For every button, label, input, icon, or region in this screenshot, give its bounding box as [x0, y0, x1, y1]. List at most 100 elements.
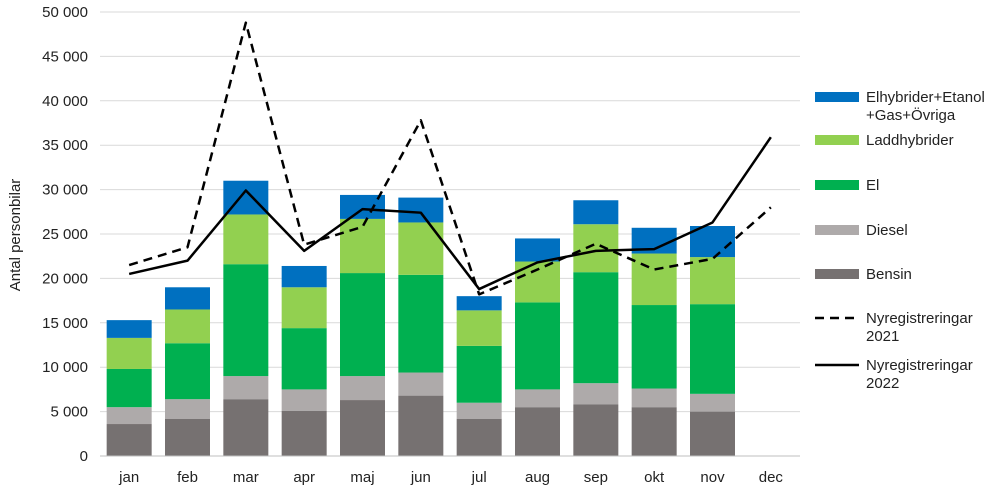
- legend-label: Laddhybrider: [866, 132, 954, 149]
- line-series-2022: [128, 136, 772, 291]
- bar-segment: [223, 214, 269, 265]
- axes: 0 5 000 10 000 15 000 20 000 25 000 30 000 35 0…: [42, 4, 800, 486]
- bar-segment: [106, 424, 152, 456]
- x-tick-label: feb: [177, 469, 198, 486]
- y-tick-label: 0: [80, 448, 88, 465]
- bar-segment: [223, 264, 269, 377]
- bar-segment: [165, 309, 210, 344]
- bar-segment: [631, 407, 677, 456]
- bar-segment: [106, 320, 152, 338]
- bar-segment: [340, 400, 385, 456]
- y-tick-label: 50 000: [42, 4, 88, 21]
- legend-label: El: [866, 177, 879, 194]
- bar-segment: [398, 372, 444, 396]
- x-tick-label: mar: [233, 469, 259, 486]
- bar-segment: [515, 238, 560, 262]
- legend-swatch: [815, 269, 859, 279]
- bar-segment: [690, 393, 735, 412]
- line-series-2021: [128, 21, 772, 296]
- legend-swatch: [815, 92, 859, 102]
- bar-segment: [515, 389, 560, 408]
- bar-segment: [456, 296, 502, 311]
- legend-label: Nyregistreringar: [866, 310, 973, 327]
- y-axis-label: Antal personbilar: [7, 179, 24, 292]
- legend-label: Nyregistreringar: [866, 357, 973, 374]
- bar-segment: [690, 257, 735, 305]
- bar-segment: [281, 328, 327, 390]
- x-tick-label: jun: [410, 469, 431, 486]
- bar-segment: [456, 310, 502, 346]
- bar-segment: [340, 218, 385, 274]
- bar-stacks: [106, 180, 735, 456]
- bar-segment: [631, 253, 677, 306]
- y-tick-label: 30 000: [42, 182, 88, 199]
- bar-segment: [515, 261, 560, 303]
- bar-segment: [456, 418, 502, 456]
- legend-label: +Gas+Övriga: [866, 106, 956, 124]
- bar-segment: [223, 376, 269, 400]
- legend-label: Elhybrider+Etanol: [866, 89, 985, 106]
- legend-swatch: [815, 225, 859, 235]
- bar-segment: [398, 197, 444, 223]
- bar-segment: [398, 222, 444, 275]
- x-tick-label: apr: [293, 469, 315, 486]
- bar-segment: [456, 402, 502, 419]
- bar-segment: [165, 343, 210, 400]
- y-tick-label: 10 000: [42, 359, 88, 376]
- bar-segment: [515, 302, 560, 390]
- bar-segment: [281, 265, 327, 288]
- bar-segment: [165, 418, 210, 456]
- bar-segment: [515, 407, 560, 456]
- y-tick-label: 20 000: [42, 270, 88, 287]
- bar-segment: [340, 376, 385, 401]
- bar-segment: [573, 383, 619, 405]
- y-tick-label: 40 000: [42, 93, 88, 110]
- x-tick-label: sep: [584, 469, 608, 486]
- bar-segment: [165, 287, 210, 310]
- bar-segment: [165, 399, 210, 419]
- bar-segment: [573, 200, 619, 225]
- bar-segment: [456, 345, 502, 403]
- bar-segment: [631, 388, 677, 408]
- bar-segment: [631, 305, 677, 389]
- bar-segment: [281, 410, 327, 456]
- legend-label: 2021: [866, 328, 899, 345]
- trend-lines: [128, 21, 772, 296]
- bar-segment: [690, 226, 735, 258]
- y-tick-label: 5 000: [50, 404, 88, 421]
- x-tick-label: jan: [118, 469, 139, 486]
- bar-segment: [281, 287, 327, 329]
- x-tick-label: okt: [644, 469, 665, 486]
- bar-segment: [106, 407, 152, 425]
- x-tick-label: nov: [700, 469, 725, 486]
- bar-segment: [340, 194, 385, 219]
- y-tick-label: 15 000: [42, 315, 88, 332]
- x-tick-label: dec: [759, 469, 784, 486]
- x-tick-label: jul: [471, 469, 487, 486]
- legend-swatch: [815, 180, 859, 190]
- y-tick-label: 45 000: [42, 48, 88, 65]
- bar-segment: [690, 304, 735, 394]
- y-tick-label: 25 000: [42, 226, 88, 243]
- bar-segment: [106, 368, 152, 408]
- bar-segment: [573, 272, 619, 384]
- legend-label: Bensin: [866, 266, 912, 283]
- x-tick-label: aug: [525, 469, 550, 486]
- y-tick-label: 35 000: [42, 137, 88, 154]
- bar-segment: [573, 224, 619, 273]
- legend-label: Diesel: [866, 222, 908, 239]
- legend: Elhybrider+Etanol+Gas+Övriga Laddhybrider…: [815, 89, 985, 392]
- bar-segment: [398, 274, 444, 373]
- bar-segment: [223, 399, 269, 456]
- bar-segment: [106, 337, 152, 369]
- bar-segment: [690, 411, 735, 456]
- bar-segment: [573, 404, 619, 456]
- legend-swatch: [815, 135, 859, 145]
- legend-label: 2022: [866, 375, 899, 392]
- gridlines: [100, 11, 800, 413]
- bar-segment: [340, 273, 385, 377]
- bar-segment: [281, 389, 327, 411]
- bar-segment: [398, 395, 444, 456]
- x-tick-label: maj: [350, 469, 374, 486]
